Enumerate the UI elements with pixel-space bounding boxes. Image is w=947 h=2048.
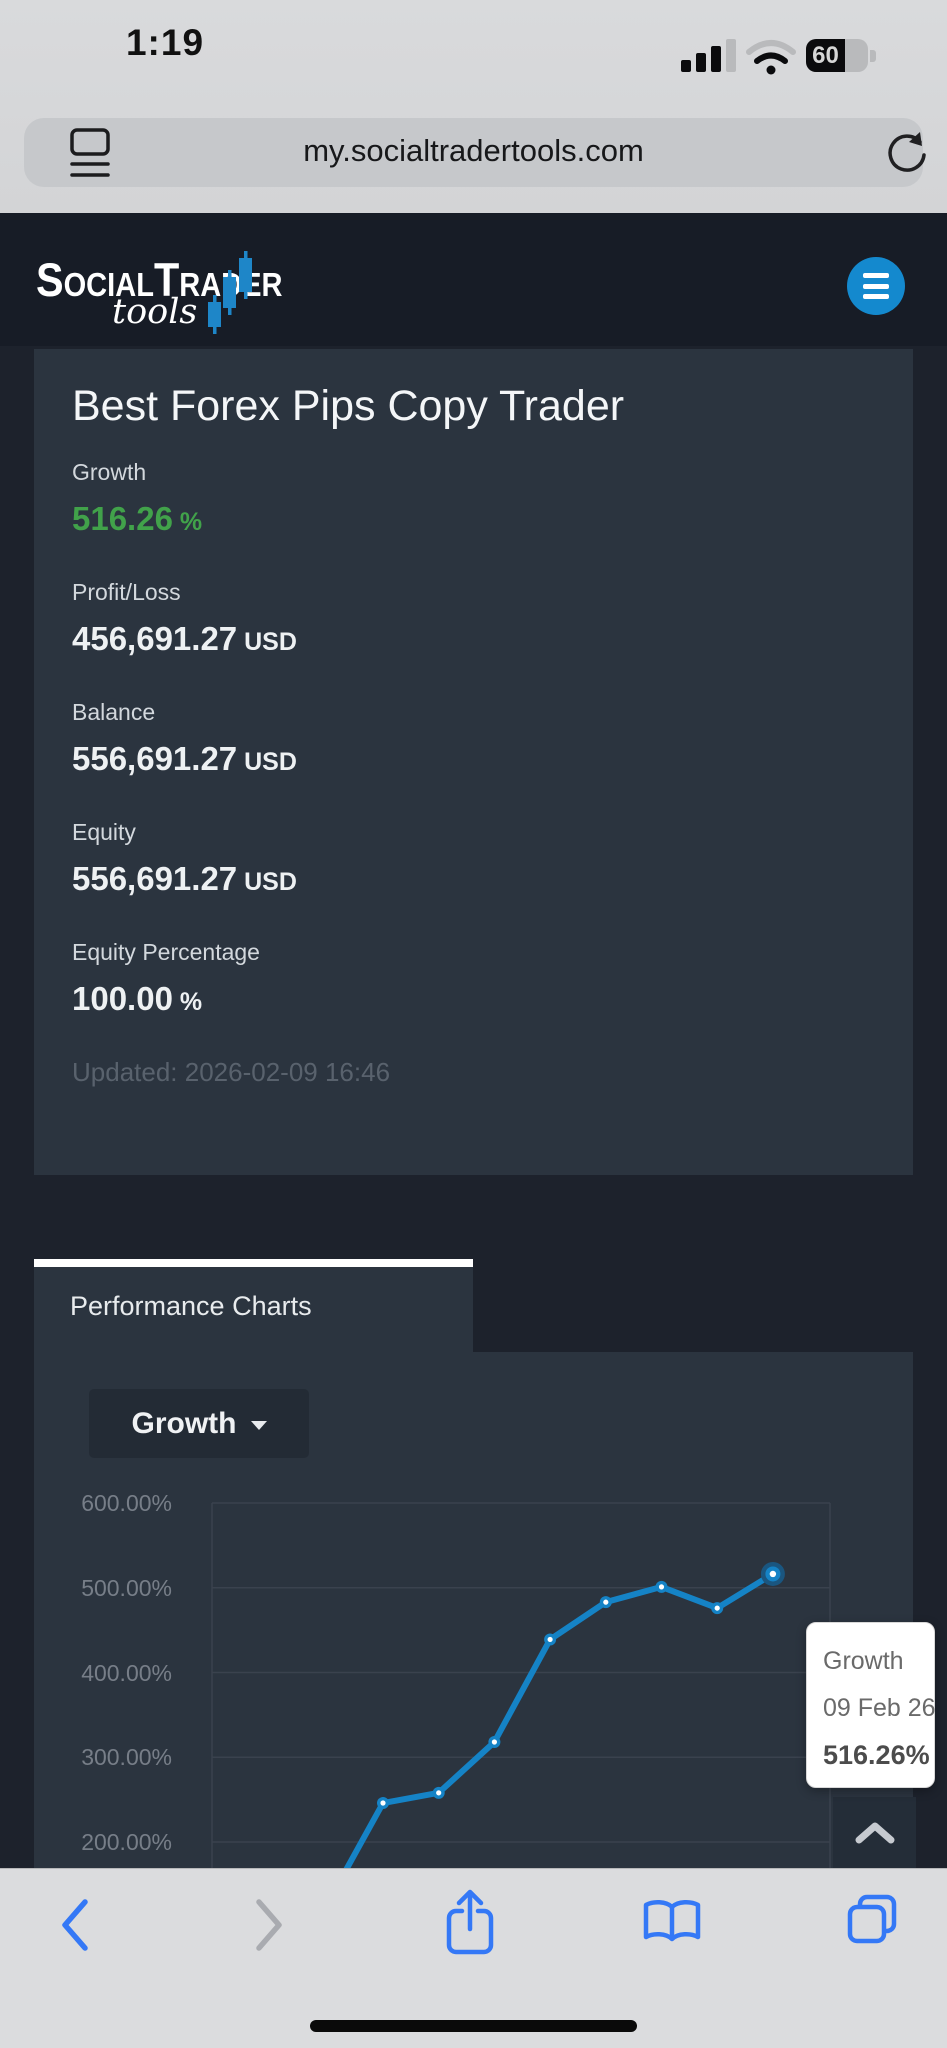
scroll-to-top-button[interactable] [833,1797,916,1868]
stats-list: Growth 516.26 % Profit/Loss 456,691.27 USD B… [72,457,875,1025]
tooltip-date: 09 Feb 26 [823,1694,936,1722]
y-axis-tick-label: 600.00% [81,1490,172,1516]
hamburger-icon [863,273,889,278]
updated-timestamp: Updated: 2026-02-09 16:46 [72,1057,391,1087]
stat-row: Equity Percentage 100.00 % [72,937,875,1025]
y-axis-tick-label: 400.00% [81,1659,172,1686]
stat-label: Equity Percentage [72,939,260,965]
battery-nub [870,50,876,62]
account-summary-card: Best Forex Pips Copy Trader Growth 516.26… [34,349,913,1175]
hamburger-menu-button[interactable] [847,257,905,315]
metric-dropdown-label: Growth [131,1406,237,1440]
forward-button[interactable] [252,1897,286,1958]
chevron-up-icon [855,1822,894,1843]
safari-address-bar[interactable]: my.socialtradertools.com [24,118,926,187]
logo-tools: tools [112,292,198,332]
stat-row: Profit/Loss 456,691.27 USD [72,577,875,665]
safari-top-chrome: 1:19 60 my.so [0,0,947,213]
safari-bottom-toolbar [0,1868,947,2048]
growth-line-chart[interactable] [34,1470,913,1868]
stat-row: Balance 556,691.27 USD [72,697,875,785]
stat-value: 556,691.27 USD [72,860,297,897]
metric-dropdown-button[interactable]: Growth [89,1389,309,1458]
chart-tooltip: Growth 09 Feb 26 516.26% [806,1622,936,1788]
stat-label: Equity [72,819,136,845]
stat-label: Growth [72,459,147,485]
hamburger-icon [863,294,889,299]
cellular-signal-icon [681,39,737,72]
account-title: Best Forex Pips Copy Trader [72,382,625,430]
tabs-button[interactable] [844,1891,900,1952]
stat-value: 456,691.27 USD [72,620,297,657]
battery-level: 60 [806,39,845,72]
stat-row: Equity 556,691.27 USD [72,817,875,905]
tab-label: Performance Charts [70,1291,312,1321]
back-button[interactable] [58,1897,92,1958]
stat-value: 516.26 % [72,500,203,537]
stat-label: Profit/Loss [72,579,181,605]
home-indicator[interactable] [310,2020,637,2032]
y-axis-tick-label: 300.00% [81,1744,172,1771]
stat-value: 556,691.27 USD [72,740,297,777]
status-time: 1:19 [125,22,205,63]
y-axis-tick-label: 200.00% [81,1829,172,1855]
share-button[interactable] [442,1887,498,1964]
hamburger-icon [863,283,889,289]
bookmarks-button[interactable] [641,1899,703,1952]
tooltip-series: Growth [823,1647,904,1675]
chevron-down-icon [250,1421,267,1430]
url-text: my.socialtradertools.com [303,133,644,168]
logo-candlestick-icon [206,250,258,341]
app-header [0,213,947,346]
tooltip-value: 516.26% [823,1740,930,1770]
stat-row: Growth 516.26 % [72,457,875,545]
stat-value: 100.00 % [72,980,203,1017]
stat-label: Balance [72,699,156,725]
wifi-icon [744,36,798,81]
tab-performance-charts[interactable]: Performance Charts [34,1259,473,1352]
reload-icon[interactable] [884,130,930,181]
battery-icon: 60 [806,39,868,72]
y-axis-tick-label: 500.00% [81,1574,172,1601]
page-settings-icon[interactable] [68,126,112,187]
tabs-row: Performance Charts [34,1259,913,1352]
